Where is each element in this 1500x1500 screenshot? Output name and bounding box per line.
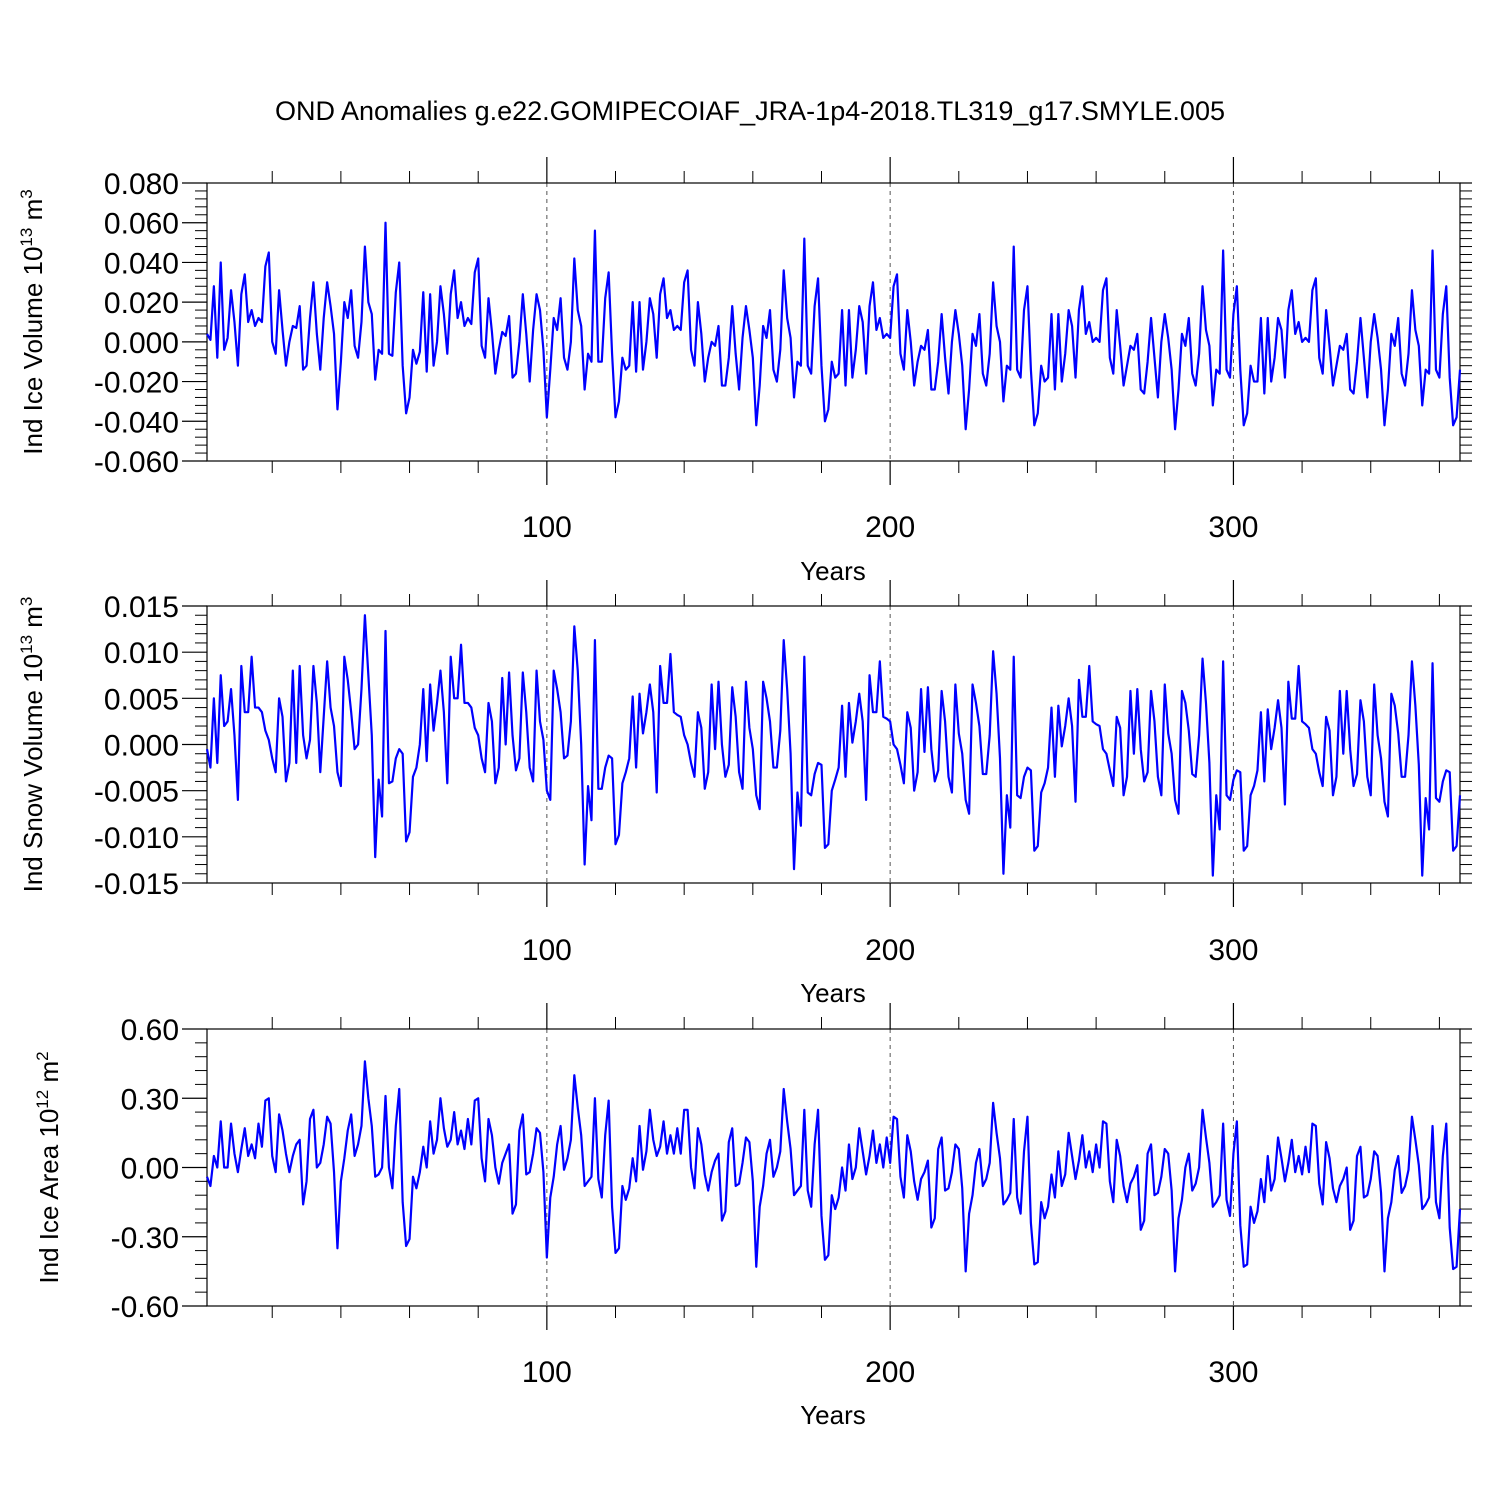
y-tick-label: 0.60 — [121, 1014, 179, 1047]
y-tick-label: 0.010 — [104, 637, 179, 670]
y-tick-label: -0.015 — [94, 868, 179, 901]
x-tick-label: 200 — [865, 934, 915, 967]
plot-frame — [206, 182, 1461, 462]
y-tick-label: 0.060 — [104, 208, 179, 241]
x-tick-label: 300 — [1208, 1356, 1258, 1389]
panel-ice-volume: -0.060 -0.040 -0.020 0.000 0.020 0.040 0.060 0.… — [17, 157, 1472, 586]
plot-frame — [206, 1028, 1461, 1307]
y-tick-label: 0.005 — [104, 683, 179, 716]
y-tick-label: 0.000 — [104, 327, 179, 360]
y-tick-label: 0.000 — [104, 730, 179, 763]
y-tick-label: -0.60 — [111, 1291, 179, 1324]
y-axis-label: Ind Snow Volume 1013 m3 — [17, 597, 48, 893]
series-line-ice-area — [205, 1060, 1462, 1273]
y-tick-label: -0.040 — [94, 406, 179, 439]
series-line-ice-volume — [206, 221, 1462, 431]
y-tick-label: -0.020 — [94, 367, 179, 400]
y-tick-label: -0.005 — [94, 776, 179, 809]
y-tick-label: 0.015 — [104, 591, 179, 624]
x-tick-label: 200 — [865, 1356, 915, 1389]
y-tick-label: 0.020 — [104, 287, 179, 320]
y-axis-label: Ind Ice Volume 1013 m3 — [17, 189, 48, 454]
figure-title: OND Anomalies g.e22.GOMIPECOIAF_JRA-1p4-… — [275, 96, 1225, 126]
x-tick-label: 100 — [522, 511, 572, 544]
x-axis-label: Years — [800, 1400, 866, 1430]
x-tick-label: 100 — [522, 934, 572, 967]
y-tick-label: 0.040 — [104, 247, 179, 280]
panel-ice-area: -0.60 -0.30 0.00 0.30 0.60 100 200 300 Years Ind … — [33, 1003, 1472, 1430]
y-axis-label: Ind Ice Area 1012 m2 — [33, 1051, 64, 1283]
x-axis-label: Years — [800, 556, 866, 586]
x-tick-label: 200 — [865, 511, 915, 544]
y-tick-label: 0.30 — [121, 1083, 179, 1116]
x-axis-label: Years — [800, 978, 866, 1008]
x-tick-label: 100 — [522, 1356, 572, 1389]
y-tick-label: -0.060 — [94, 446, 179, 479]
y-tick-label: -0.30 — [111, 1222, 179, 1255]
series-line-snow-volume — [205, 614, 1462, 877]
y-tick-label: -0.010 — [94, 822, 179, 855]
y-tick-label: 0.080 — [104, 168, 179, 201]
y-tick-label: 0.00 — [121, 1153, 179, 1186]
panels: -0.060 -0.040 -0.020 0.000 0.020 0.040 0.060 0.… — [17, 157, 1472, 1430]
panel-snow-volume: -0.015 -0.010 -0.005 0.000 0.005 0.010 0.015 10… — [17, 580, 1472, 1008]
x-tick-label: 300 — [1208, 511, 1258, 544]
x-tick-label: 300 — [1208, 934, 1258, 967]
